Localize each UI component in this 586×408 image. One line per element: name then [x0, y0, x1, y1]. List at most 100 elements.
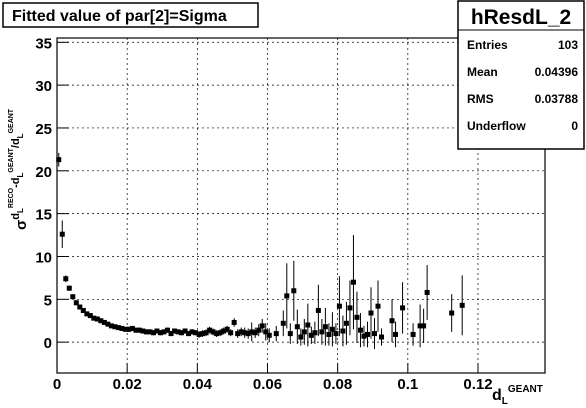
marker [249, 329, 255, 335]
marker [326, 331, 332, 337]
marker [196, 331, 202, 337]
marker [59, 231, 65, 237]
x-tick-label: 0.02 [113, 376, 142, 393]
marker [301, 329, 307, 335]
marker [459, 302, 465, 308]
marker [73, 300, 79, 306]
marker [379, 334, 385, 340]
marker [84, 311, 90, 317]
marker [389, 318, 395, 324]
x-label-part: GEANT [508, 384, 543, 395]
x-tick-label: 0.1 [397, 376, 418, 393]
x-tick-label: 0 [53, 376, 61, 393]
marker [263, 329, 269, 335]
marker [350, 279, 356, 285]
marker [312, 330, 318, 336]
y-label-part: RECO [8, 187, 15, 208]
marker [252, 330, 258, 336]
marker [70, 294, 76, 300]
marker [336, 303, 342, 309]
marker [308, 332, 314, 338]
stats-value: 0.04396 [535, 65, 579, 79]
marker [343, 320, 349, 326]
marker [63, 276, 69, 282]
stats-label: Underflow [467, 119, 526, 133]
marker [122, 326, 128, 332]
marker [354, 314, 360, 320]
marker [231, 319, 237, 325]
marker [417, 323, 423, 329]
y-axis-label: σdLRECO-dLGEANT/dLGEANT [8, 108, 30, 230]
marker [147, 329, 153, 335]
marker [91, 315, 97, 321]
marker [364, 331, 370, 337]
marker [193, 330, 199, 336]
marker [245, 331, 251, 337]
marker [172, 328, 178, 334]
x-tick-label: 0.08 [323, 376, 352, 393]
marker [175, 329, 181, 335]
marker [108, 323, 114, 329]
marker [329, 326, 335, 332]
marker [221, 328, 227, 334]
marker [235, 331, 241, 337]
marker [217, 330, 223, 336]
marker [284, 293, 290, 299]
marker [214, 331, 220, 337]
stats-frame [457, 0, 585, 150]
marker [224, 326, 230, 332]
marker [165, 327, 171, 333]
marker [357, 327, 363, 333]
marker [228, 330, 234, 336]
marker [238, 329, 244, 335]
marker [154, 328, 160, 334]
marker [340, 328, 346, 334]
stats-value: 103 [558, 38, 578, 52]
marker [98, 318, 104, 324]
marker [393, 331, 399, 337]
marker [200, 331, 206, 337]
marker [287, 331, 293, 337]
x-label-part: d [492, 387, 502, 404]
marker [242, 330, 248, 336]
marker [371, 331, 377, 337]
marker [368, 310, 374, 316]
marker [273, 331, 279, 337]
stats-value: 0.03788 [535, 92, 579, 106]
marker [66, 285, 72, 291]
stats-box: hResdL_2 Entries 103 Mean 0.04396 RMS 0.03788 U… [457, 0, 585, 150]
marker [77, 304, 83, 310]
x-tick-label: 0.12 [463, 376, 492, 393]
x-axis-label: dLGEANT [492, 384, 543, 407]
marker [189, 329, 195, 335]
marker [186, 331, 192, 337]
marker [101, 319, 107, 325]
x-tick-label: 0.06 [253, 376, 282, 393]
y-tick-label: 25 [35, 121, 52, 138]
marker [126, 326, 132, 332]
marker [361, 333, 367, 339]
y-label-part: σ [13, 220, 30, 230]
marker [256, 327, 262, 333]
y-label-part: L [16, 208, 25, 213]
y-label-part: GEANT [8, 108, 15, 133]
marker [94, 316, 100, 322]
marker [207, 327, 213, 333]
stats-label: Mean [467, 65, 498, 79]
stats-title: hResdL_2 [471, 6, 571, 29]
x-label-part: L [502, 396, 508, 407]
marker [179, 330, 185, 336]
stats-label: Entries [467, 38, 508, 52]
x-tick-label: 0.04 [183, 376, 213, 393]
marker [136, 327, 142, 333]
y-tick-label: 15 [35, 207, 52, 224]
chart-title: Fitted value of par[2]=Sigma [12, 8, 227, 25]
marker [298, 334, 304, 340]
marker [400, 305, 406, 311]
stats-value: 0 [571, 119, 578, 133]
y-tick-label: 0 [44, 335, 52, 352]
marker [266, 332, 272, 338]
marker [333, 331, 339, 337]
marker [291, 288, 297, 294]
